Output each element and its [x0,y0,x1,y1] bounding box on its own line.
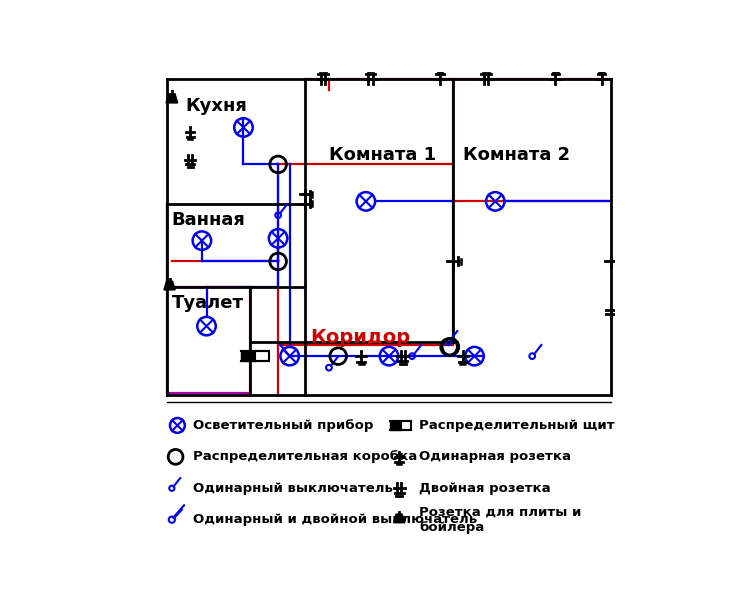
Text: Кухня: Кухня [186,97,248,115]
Text: Розетка для плиты и
бойлера: Розетка для плиты и бойлера [419,506,581,533]
Text: Двойная розетка: Двойная розетка [419,482,550,495]
Bar [400,421,411,430]
Polygon shape [166,94,178,103]
Text: Одинарный и двойной выключатель: Одинарный и двойной выключатель [193,513,477,526]
Polygon shape [394,514,405,523]
Bar [255,351,268,361]
Bar [242,351,255,361]
Text: Комната 1: Комната 1 [329,146,436,164]
Polygon shape [164,281,176,290]
Text: Коридор: Коридор [310,328,410,347]
Text: Одинарная розетка: Одинарная розетка [419,451,571,463]
Text: Одинарный выключатель: Одинарный выключатель [193,482,392,495]
Bar [390,421,400,430]
Text: Распределительная коробка: Распределительная коробка [193,451,417,463]
Text: Осветительный прибор: Осветительный прибор [193,419,373,432]
Text: Ванная: Ванная [172,211,246,229]
Text: Комната 2: Комната 2 [463,146,570,164]
Text: Туалет: Туалет [172,294,244,312]
Text: Распределительный щит: Распределительный щит [419,419,615,432]
